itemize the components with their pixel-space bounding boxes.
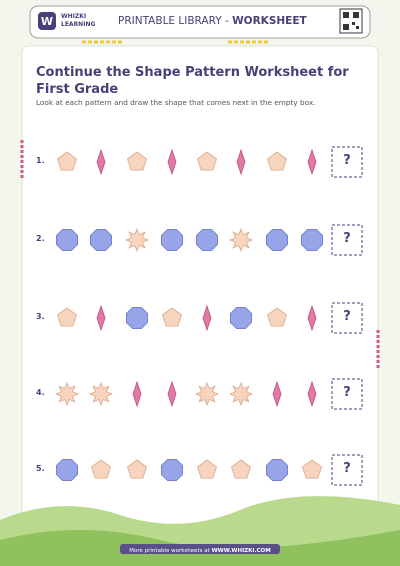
- octagon: [126, 306, 149, 330]
- pentagon: [162, 307, 182, 327]
- pentagon: [197, 459, 217, 479]
- octagon: [90, 228, 112, 252]
- diamond: [167, 148, 177, 176]
- pentagon: [267, 307, 287, 327]
- octagon: [265, 228, 289, 252]
- diamond: [272, 380, 282, 408]
- answer-box: [331, 146, 363, 178]
- diamond: [132, 380, 142, 408]
- diamond: [236, 148, 246, 176]
- pentagon: [57, 151, 77, 171]
- answer-box: [331, 454, 363, 486]
- instructions: Look at each pattern and draw the shape …: [36, 98, 316, 107]
- star: [88, 381, 114, 407]
- octagon: [265, 458, 289, 482]
- pentagon: [57, 307, 77, 327]
- pentagon: [231, 459, 251, 479]
- logo-mark: W: [41, 15, 53, 28]
- answer-mark: ?: [343, 153, 351, 168]
- footer-bar: [120, 544, 280, 554]
- header-bold: WORKSHEET: [232, 15, 307, 27]
- pentagon: [127, 151, 147, 171]
- header-title: PRINTABLE LIBRARY - WORKSHEET: [118, 15, 307, 27]
- diamond: [307, 380, 317, 408]
- pentagon: [127, 459, 147, 479]
- pentagon: [197, 151, 217, 171]
- pentagon: [267, 151, 287, 171]
- answer-box: [331, 224, 363, 256]
- brand: WHIZKI LEARNING: [61, 13, 95, 29]
- answer-mark: ?: [343, 231, 351, 246]
- worksheet-title: Continue the Shape Pattern Worksheet for…: [36, 65, 349, 97]
- star: [124, 227, 150, 253]
- row-label: 2.: [36, 234, 45, 243]
- octagon: [160, 458, 184, 482]
- header-bar: [29, 5, 371, 39]
- answer-box: [331, 378, 363, 410]
- diamond: [96, 304, 106, 332]
- row-label: 5.: [36, 464, 45, 473]
- answer-mark: ?: [343, 385, 351, 400]
- star: [228, 227, 254, 253]
- diamond: [167, 380, 177, 408]
- pentagon: [91, 459, 111, 479]
- diamond: [307, 148, 317, 176]
- footer: More printable worksheets at WWW.WHIZKI.…: [0, 548, 400, 554]
- qr-pattern: [343, 12, 359, 30]
- footer-link: WWW.WHIZKI.COM: [211, 548, 271, 554]
- diamond: [96, 148, 106, 176]
- diamond: [202, 304, 212, 332]
- star: [194, 381, 220, 407]
- star: [54, 381, 80, 407]
- answer-mark: ?: [343, 461, 351, 476]
- octagon: [195, 228, 219, 252]
- octagon: [56, 458, 78, 482]
- answer-mark: ?: [343, 309, 351, 324]
- octagon: [229, 306, 253, 330]
- brand-line: WHIZKI: [61, 13, 87, 20]
- octagon: [160, 228, 184, 252]
- footer-prefix: More printable worksheets at: [129, 548, 212, 554]
- row-label: 1.: [36, 156, 45, 165]
- logo: [38, 12, 56, 30]
- star: [228, 381, 254, 407]
- side-dash: [20, 140, 380, 370]
- row-label: 4.: [36, 388, 45, 397]
- answer-box: [331, 302, 363, 334]
- header-prefix: PRINTABLE LIBRARY -: [118, 15, 233, 27]
- brand-line: LEARNING: [61, 21, 96, 28]
- pentagon: [302, 459, 322, 479]
- diamond: [307, 304, 317, 332]
- octagon: [56, 228, 78, 252]
- row-label: 3.: [36, 312, 45, 321]
- octagon: [300, 228, 324, 252]
